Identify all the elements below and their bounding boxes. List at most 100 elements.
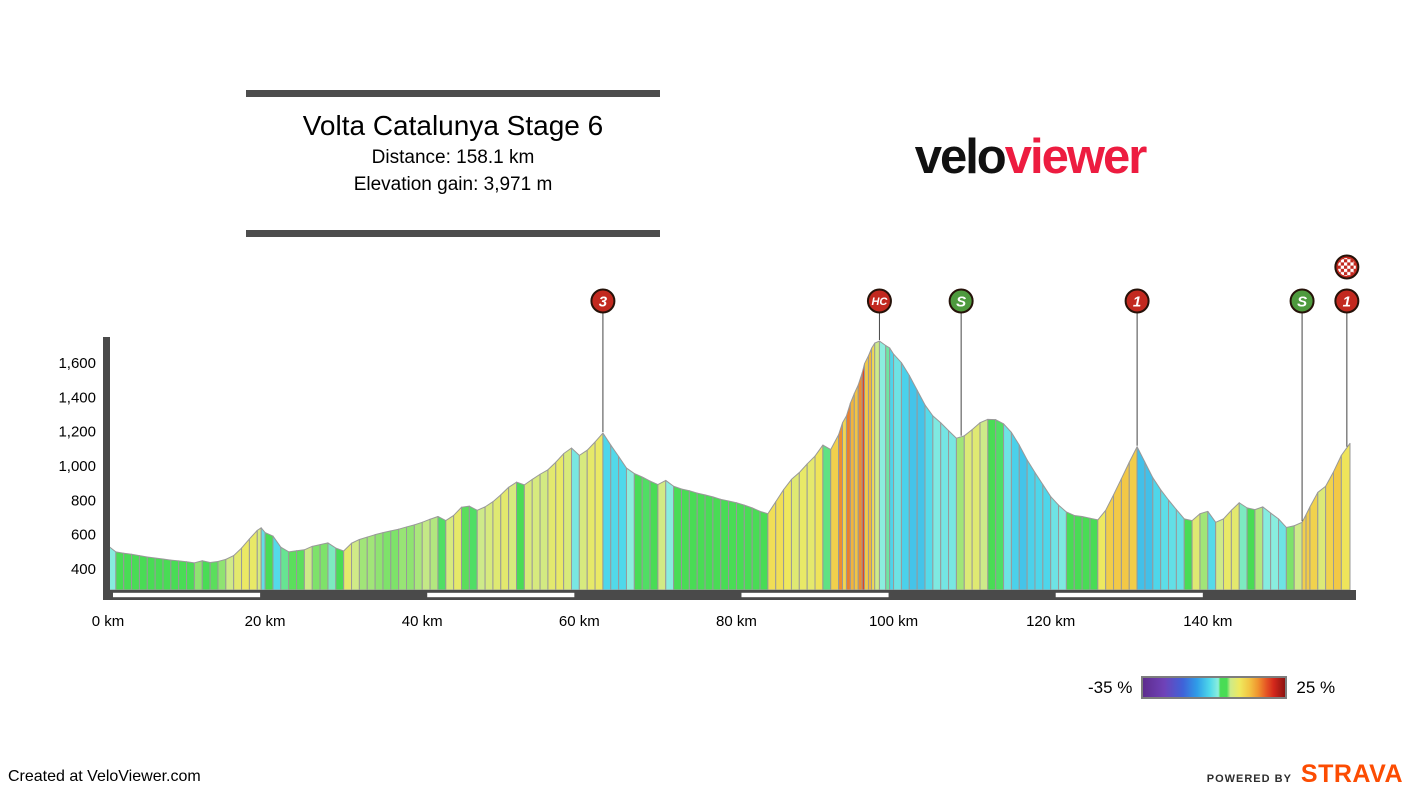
profile-segment — [1191, 513, 1201, 591]
profile-segment — [1065, 511, 1075, 591]
y-tick-label: 1,400 — [58, 389, 96, 406]
profile-segment — [618, 455, 627, 591]
marker-sprint-icon — [1289, 288, 1315, 314]
y-tick-label: 1,000 — [58, 458, 96, 475]
marker-sprint-label: S — [956, 294, 966, 311]
profile-segment — [154, 557, 164, 591]
legend-max-label: 25 % — [1296, 677, 1336, 697]
profile-segment — [1152, 477, 1162, 591]
profile-segment — [790, 472, 800, 591]
profile-segment — [1003, 423, 1012, 591]
profile-segment — [735, 502, 745, 591]
profile-segment — [186, 561, 195, 591]
profile-segment — [547, 461, 557, 591]
legend-min-label: -35 % — [1088, 677, 1133, 697]
profile-segment — [468, 505, 478, 591]
profile-segment — [1238, 502, 1248, 591]
x-tick-label: 20 km — [245, 613, 286, 630]
profile-segment — [1097, 509, 1107, 591]
profile-segment — [1230, 502, 1240, 591]
profile-segment — [288, 550, 298, 591]
profile-segment — [382, 530, 392, 591]
profile-segment — [461, 505, 470, 591]
profile-segment — [146, 556, 156, 591]
profile-segment — [971, 422, 981, 591]
profile-segment — [311, 544, 321, 591]
profile-segment — [413, 521, 423, 591]
profile-segment — [1293, 521, 1303, 591]
profile-segment — [842, 415, 847, 591]
profile-segment — [759, 510, 769, 591]
marker-sprint-icon — [948, 288, 974, 314]
profile-segment — [1246, 507, 1256, 591]
profile-segment — [908, 374, 918, 591]
gradient-legend: -35 % 25 % — [1088, 676, 1335, 699]
profile-segment — [327, 542, 337, 591]
profile-segment — [178, 560, 188, 591]
profile-segment — [343, 542, 353, 591]
profile-segment — [390, 528, 400, 591]
profile-segment — [1050, 496, 1060, 591]
profile-segment — [610, 444, 620, 591]
profile-segment — [1120, 461, 1130, 591]
profile-segment — [916, 389, 926, 591]
profile-segment — [500, 486, 510, 591]
profile-segment — [889, 347, 895, 591]
profile-segment — [1168, 499, 1177, 591]
profile-segment — [673, 485, 682, 591]
x-tick-label: 140 km — [1183, 613, 1232, 630]
profile-segment — [374, 532, 384, 591]
profile-segment — [138, 555, 148, 591]
profile-segment — [508, 481, 518, 591]
profile-segment — [1325, 471, 1335, 591]
x-tick-label: 100 km — [869, 613, 918, 630]
profile-segment — [838, 422, 844, 591]
marker-hc-icon — [866, 288, 892, 314]
profile-segment — [849, 393, 855, 591]
profile-segment — [649, 480, 659, 591]
logo-velo: velo — [914, 130, 1007, 184]
distance-scale-strip — [113, 592, 261, 598]
y-tick-label: 800 — [71, 492, 96, 509]
profile-segment — [1010, 431, 1020, 591]
profile-segment — [625, 467, 635, 591]
profile-segment — [853, 384, 859, 591]
powered-by-label: POWERED BY — [1206, 773, 1292, 785]
profile-segment — [940, 422, 950, 591]
profile-segment — [1305, 506, 1311, 591]
profile-segment — [570, 447, 580, 591]
profile-segment — [241, 538, 250, 591]
profile-segment — [1285, 525, 1295, 591]
profile-segment — [256, 527, 262, 591]
profile-segment — [162, 558, 172, 591]
profile-segment — [1073, 514, 1083, 591]
profile-segment — [1081, 515, 1091, 591]
profile-segment — [260, 527, 266, 591]
profile-segment — [429, 515, 439, 591]
profile-segment — [555, 453, 565, 591]
profile-segment — [728, 500, 737, 591]
profile-segment — [516, 481, 525, 591]
profile-segment — [657, 479, 667, 591]
profile-segment — [1333, 454, 1342, 591]
profile-segment — [1309, 491, 1319, 591]
stage-elevation-gain: Elevation gain: 3,971 m — [353, 174, 553, 195]
profile-segment — [857, 372, 863, 591]
distance-scale-strip — [741, 592, 889, 598]
profile-segment — [688, 490, 698, 591]
profile-segment — [1034, 472, 1044, 591]
profile-segment — [1215, 518, 1225, 591]
y-tick-label: 1,600 — [58, 355, 96, 372]
profile-segment — [1160, 489, 1170, 591]
profile-segment — [492, 494, 502, 591]
profile-segment — [1278, 518, 1287, 591]
profile-segment — [783, 478, 792, 591]
stage-distance: Distance: 158.1 km — [371, 147, 535, 168]
profile-segment — [720, 498, 730, 591]
y-tick-label: 1,200 — [58, 424, 96, 441]
profile-segment — [280, 546, 290, 591]
profile-segment — [115, 551, 125, 591]
profile-segment — [885, 345, 891, 591]
